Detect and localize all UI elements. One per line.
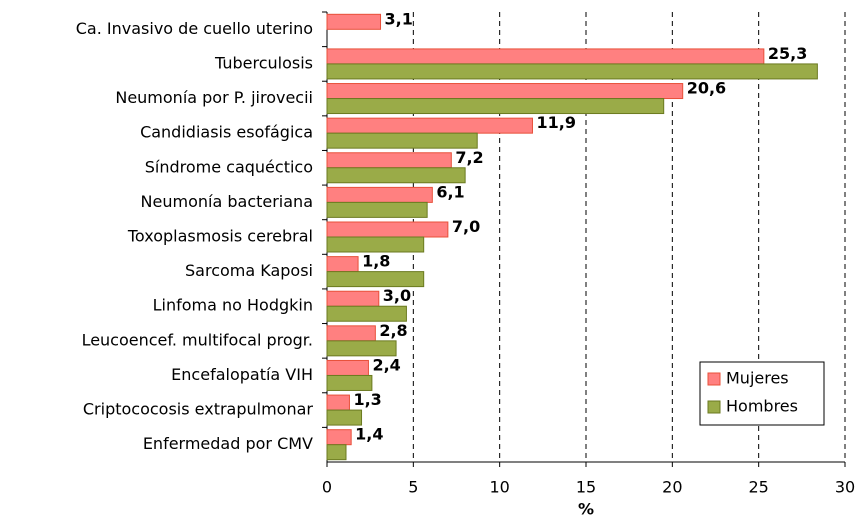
bar xyxy=(326,167,466,184)
value-label: 3,1 xyxy=(385,9,413,28)
value-label: 1,8 xyxy=(362,252,390,271)
y-tick-label: Toxoplasmosis cerebral xyxy=(127,227,313,246)
bar xyxy=(326,290,380,307)
legend-box xyxy=(699,361,825,426)
x-tick-label: 20 xyxy=(662,478,682,497)
x-axis-title: % xyxy=(578,500,594,519)
bar xyxy=(326,340,397,357)
bar xyxy=(326,13,382,30)
bar xyxy=(326,305,407,322)
bar xyxy=(326,409,363,426)
bar xyxy=(326,374,373,391)
bar xyxy=(326,132,478,149)
value-label: 2,4 xyxy=(372,355,400,374)
y-tick-label: Sarcoma Kaposi xyxy=(185,261,313,280)
bar xyxy=(326,63,818,80)
value-label: 25,3 xyxy=(768,44,807,63)
bar xyxy=(326,444,347,461)
bar xyxy=(326,236,425,253)
y-tick-label: Candidiasis esofágica xyxy=(140,123,313,142)
legend-swatch xyxy=(707,372,721,386)
bar xyxy=(326,186,433,203)
bar xyxy=(326,117,533,134)
x-tick-label: 0 xyxy=(322,478,332,497)
legend-label: Mujeres xyxy=(726,369,789,388)
bar xyxy=(326,83,684,100)
y-tick-label: Criptococosis extrapulmonar xyxy=(83,400,314,419)
x-tick-label: 25 xyxy=(748,478,768,497)
y-tick-label: Neumonía por P. jirovecii xyxy=(115,88,313,107)
y-tick-label: Leucoencef. multifocal progr. xyxy=(82,330,313,349)
bar xyxy=(326,271,425,288)
y-tick-label: Enfermedad por CMV xyxy=(143,434,313,453)
y-tick-label: Encefalopatía VIH xyxy=(171,365,313,384)
value-label: 7,0 xyxy=(452,217,480,236)
x-tick-label: 30 xyxy=(835,478,855,497)
value-label: 6,1 xyxy=(436,182,464,201)
value-label: 3,0 xyxy=(383,286,411,305)
y-tick-label: Síndrome caquéctico xyxy=(145,157,313,176)
bar xyxy=(326,256,359,273)
value-label: 1,3 xyxy=(353,390,381,409)
bar xyxy=(326,152,452,169)
value-label: 20,6 xyxy=(687,79,726,98)
bar xyxy=(326,201,428,218)
y-tick-label: Ca. Invasivo de cuello uterino xyxy=(76,19,313,38)
bar xyxy=(326,429,352,446)
bar xyxy=(326,48,765,65)
value-label: 1,4 xyxy=(355,425,383,444)
bar xyxy=(326,394,350,411)
y-tick-label: Neumonía bacteriana xyxy=(141,192,313,211)
bar xyxy=(326,98,665,115)
x-tick-label: 5 xyxy=(408,478,418,497)
x-tick-label: 10 xyxy=(489,478,509,497)
y-tick-label: Tuberculosis xyxy=(214,53,313,72)
bar xyxy=(326,359,369,376)
legend-swatch xyxy=(707,400,721,414)
value-label: 2,8 xyxy=(379,321,407,340)
bar xyxy=(326,325,376,342)
x-tick-label: 15 xyxy=(576,478,596,497)
y-tick-label: Linfoma no Hodgkin xyxy=(153,296,313,315)
value-label: 11,9 xyxy=(536,113,575,132)
bar xyxy=(326,221,449,238)
legend-label: Hombres xyxy=(726,397,798,416)
value-label: 7,2 xyxy=(455,148,483,167)
